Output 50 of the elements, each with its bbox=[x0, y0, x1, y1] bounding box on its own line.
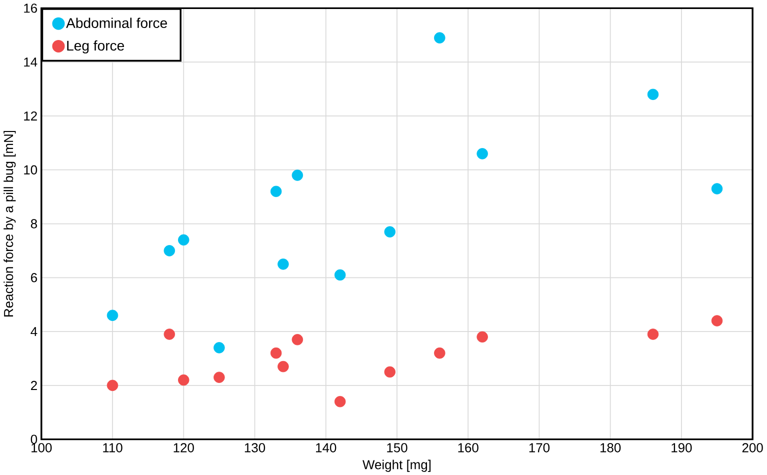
point bbox=[106, 310, 118, 321]
point bbox=[214, 372, 225, 383]
point bbox=[334, 269, 346, 280]
point bbox=[270, 347, 282, 359]
x-axis-title: Weight [mg] bbox=[362, 460, 431, 472]
x-tick-label: 150 bbox=[387, 442, 408, 452]
x-tick-label: 130 bbox=[244, 442, 266, 452]
x-tick-label: 140 bbox=[316, 442, 336, 452]
point bbox=[278, 258, 289, 270]
point bbox=[292, 334, 304, 346]
point bbox=[384, 226, 396, 238]
x-tick-label: 170 bbox=[529, 442, 550, 452]
point bbox=[164, 244, 176, 256]
point bbox=[711, 314, 723, 326]
y-tick-label: 16 bbox=[24, 3, 37, 13]
y-tick-label: 2 bbox=[30, 380, 37, 390]
point bbox=[178, 234, 190, 246]
y-tick-label: 6 bbox=[31, 272, 37, 282]
x-tick-label: 110 bbox=[103, 442, 122, 452]
point bbox=[334, 396, 346, 408]
point bbox=[434, 347, 446, 359]
x-tick-label: 100 bbox=[32, 442, 52, 452]
y-tick-label: 4 bbox=[30, 326, 38, 336]
point bbox=[292, 169, 304, 181]
point bbox=[178, 374, 190, 386]
y-tick-label: 8 bbox=[30, 218, 37, 228]
point bbox=[384, 366, 396, 378]
point bbox=[214, 342, 225, 354]
point bbox=[647, 88, 659, 100]
x-tick-label: 160 bbox=[458, 442, 478, 452]
y-tick-label: 14 bbox=[24, 57, 38, 66]
point bbox=[434, 32, 446, 44]
y-tick-label: 10 bbox=[24, 165, 38, 174]
legend-label: Leg force bbox=[67, 40, 124, 54]
x-tick-label: 120 bbox=[174, 442, 194, 452]
point bbox=[711, 182, 723, 194]
point bbox=[164, 328, 176, 340]
point bbox=[647, 328, 659, 340]
x-tick-label: 180 bbox=[600, 442, 621, 452]
x-tick-label: 190 bbox=[672, 442, 692, 452]
point bbox=[476, 148, 488, 160]
y-tick-label: 0 bbox=[30, 434, 38, 444]
point bbox=[270, 186, 282, 197]
y-axis-title: Reaction force by a pill bug [mN] bbox=[4, 130, 16, 316]
point bbox=[106, 380, 118, 391]
x-tick-label: 200 bbox=[742, 442, 763, 452]
point bbox=[476, 331, 488, 342]
legend-label: Abdominal force bbox=[66, 17, 167, 28]
y-tick-label: 12 bbox=[24, 111, 37, 120]
point bbox=[278, 360, 289, 372]
